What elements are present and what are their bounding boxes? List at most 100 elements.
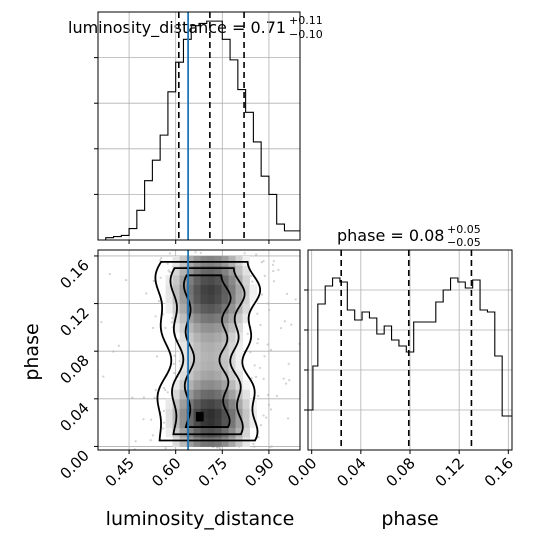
density-cell [214,303,223,314]
grid [98,12,300,240]
density-cell [228,360,237,371]
density-plot-2d: 0.45 0.60 0.75 0.90 0.00 0.04 0.08 0.12 0.16 [56,249,301,490]
density-cell [200,332,209,343]
density-cell [179,389,188,400]
density-cell [172,379,181,390]
density-cell [207,322,216,333]
density-cell [186,379,195,390]
density-cell [221,313,230,324]
density-cell [235,303,244,314]
density-cell [235,313,244,324]
sample-point [152,279,155,283]
density-cell [207,341,216,352]
sample-point [272,280,276,283]
density-cell [235,341,244,352]
density-cell [228,255,237,266]
density-cell [242,265,250,276]
density-cell [193,255,202,266]
histogram-phase: 0.00 0.04 0.08 0.12 0.16 [284,249,517,490]
density-cell [221,332,230,343]
sample-point [262,377,265,381]
density-cell [235,265,244,276]
density-cell [228,322,237,333]
density-cell [179,265,188,276]
density-cell [214,313,223,324]
density-cell [235,398,244,409]
sample-point [279,326,283,330]
sample-point [162,409,166,412]
density-cell [179,398,188,409]
sample-point [145,292,148,295]
sample-point [256,312,259,315]
y-tick-label: 0.08 [56,351,92,387]
sample-point [150,418,153,421]
density-cell [221,436,230,447]
density-cell [165,417,174,428]
density-cell [179,332,188,343]
density-cell [200,294,209,305]
density-cell [186,275,195,286]
density-cell [214,360,223,371]
histogram-step-line [308,277,512,417]
density-cell [214,294,223,305]
density-cell [200,275,209,286]
sample-point [288,379,291,382]
density-cell [179,360,188,371]
density-cell [200,322,209,333]
density-cell [165,398,174,409]
density-cell [242,436,250,447]
density-cell [186,389,195,400]
sample-point [177,339,180,342]
density-cell [221,408,230,419]
density-cell [207,313,216,324]
density-cell [193,341,202,352]
density-cell [242,398,250,409]
density-cell [165,294,174,305]
density-cell [179,275,188,286]
density-cell [186,370,195,381]
x-tick-label: 0.45 [102,454,138,490]
density-cell [235,379,244,390]
density-cell [193,379,202,390]
density-cell [235,284,244,295]
density-cell [172,284,181,295]
density-cell [165,303,174,314]
density-cell [235,294,244,305]
sample-point [218,447,222,450]
density-cell [200,255,209,266]
sample-point [252,442,255,445]
density-cell [207,284,216,295]
density-cell [221,303,230,314]
density-cell [200,389,209,400]
density-cell [242,417,250,428]
x-tick-label: 0.04 [333,454,369,490]
density-cell [207,379,216,390]
density-cell [228,313,237,324]
title-phase: phase = 0.08 +0.05 −0.05 [337,223,481,249]
sample-point [194,251,197,254]
density-cell [228,398,237,409]
density-cell [186,265,195,276]
density-cell [179,427,188,438]
density-cell [172,398,181,409]
density-cell [207,417,216,428]
sample-point [253,364,256,367]
sample-point [166,262,169,265]
density-cell [186,436,195,447]
density-cell [193,398,202,409]
density-cell [228,379,237,390]
sample-point [287,362,290,365]
density-cell [228,408,237,419]
sample-point [159,259,162,262]
density-cell [179,379,188,390]
density-cell [200,408,209,419]
sample-point [257,394,260,397]
density-cell [235,351,244,362]
density-cell [214,341,223,352]
density-cell [193,360,202,371]
density-cell [242,303,250,314]
density-cell [235,255,244,266]
density-cell [186,351,195,362]
x-axis-label-phase: phase [381,508,438,530]
density-cell [200,417,209,428]
